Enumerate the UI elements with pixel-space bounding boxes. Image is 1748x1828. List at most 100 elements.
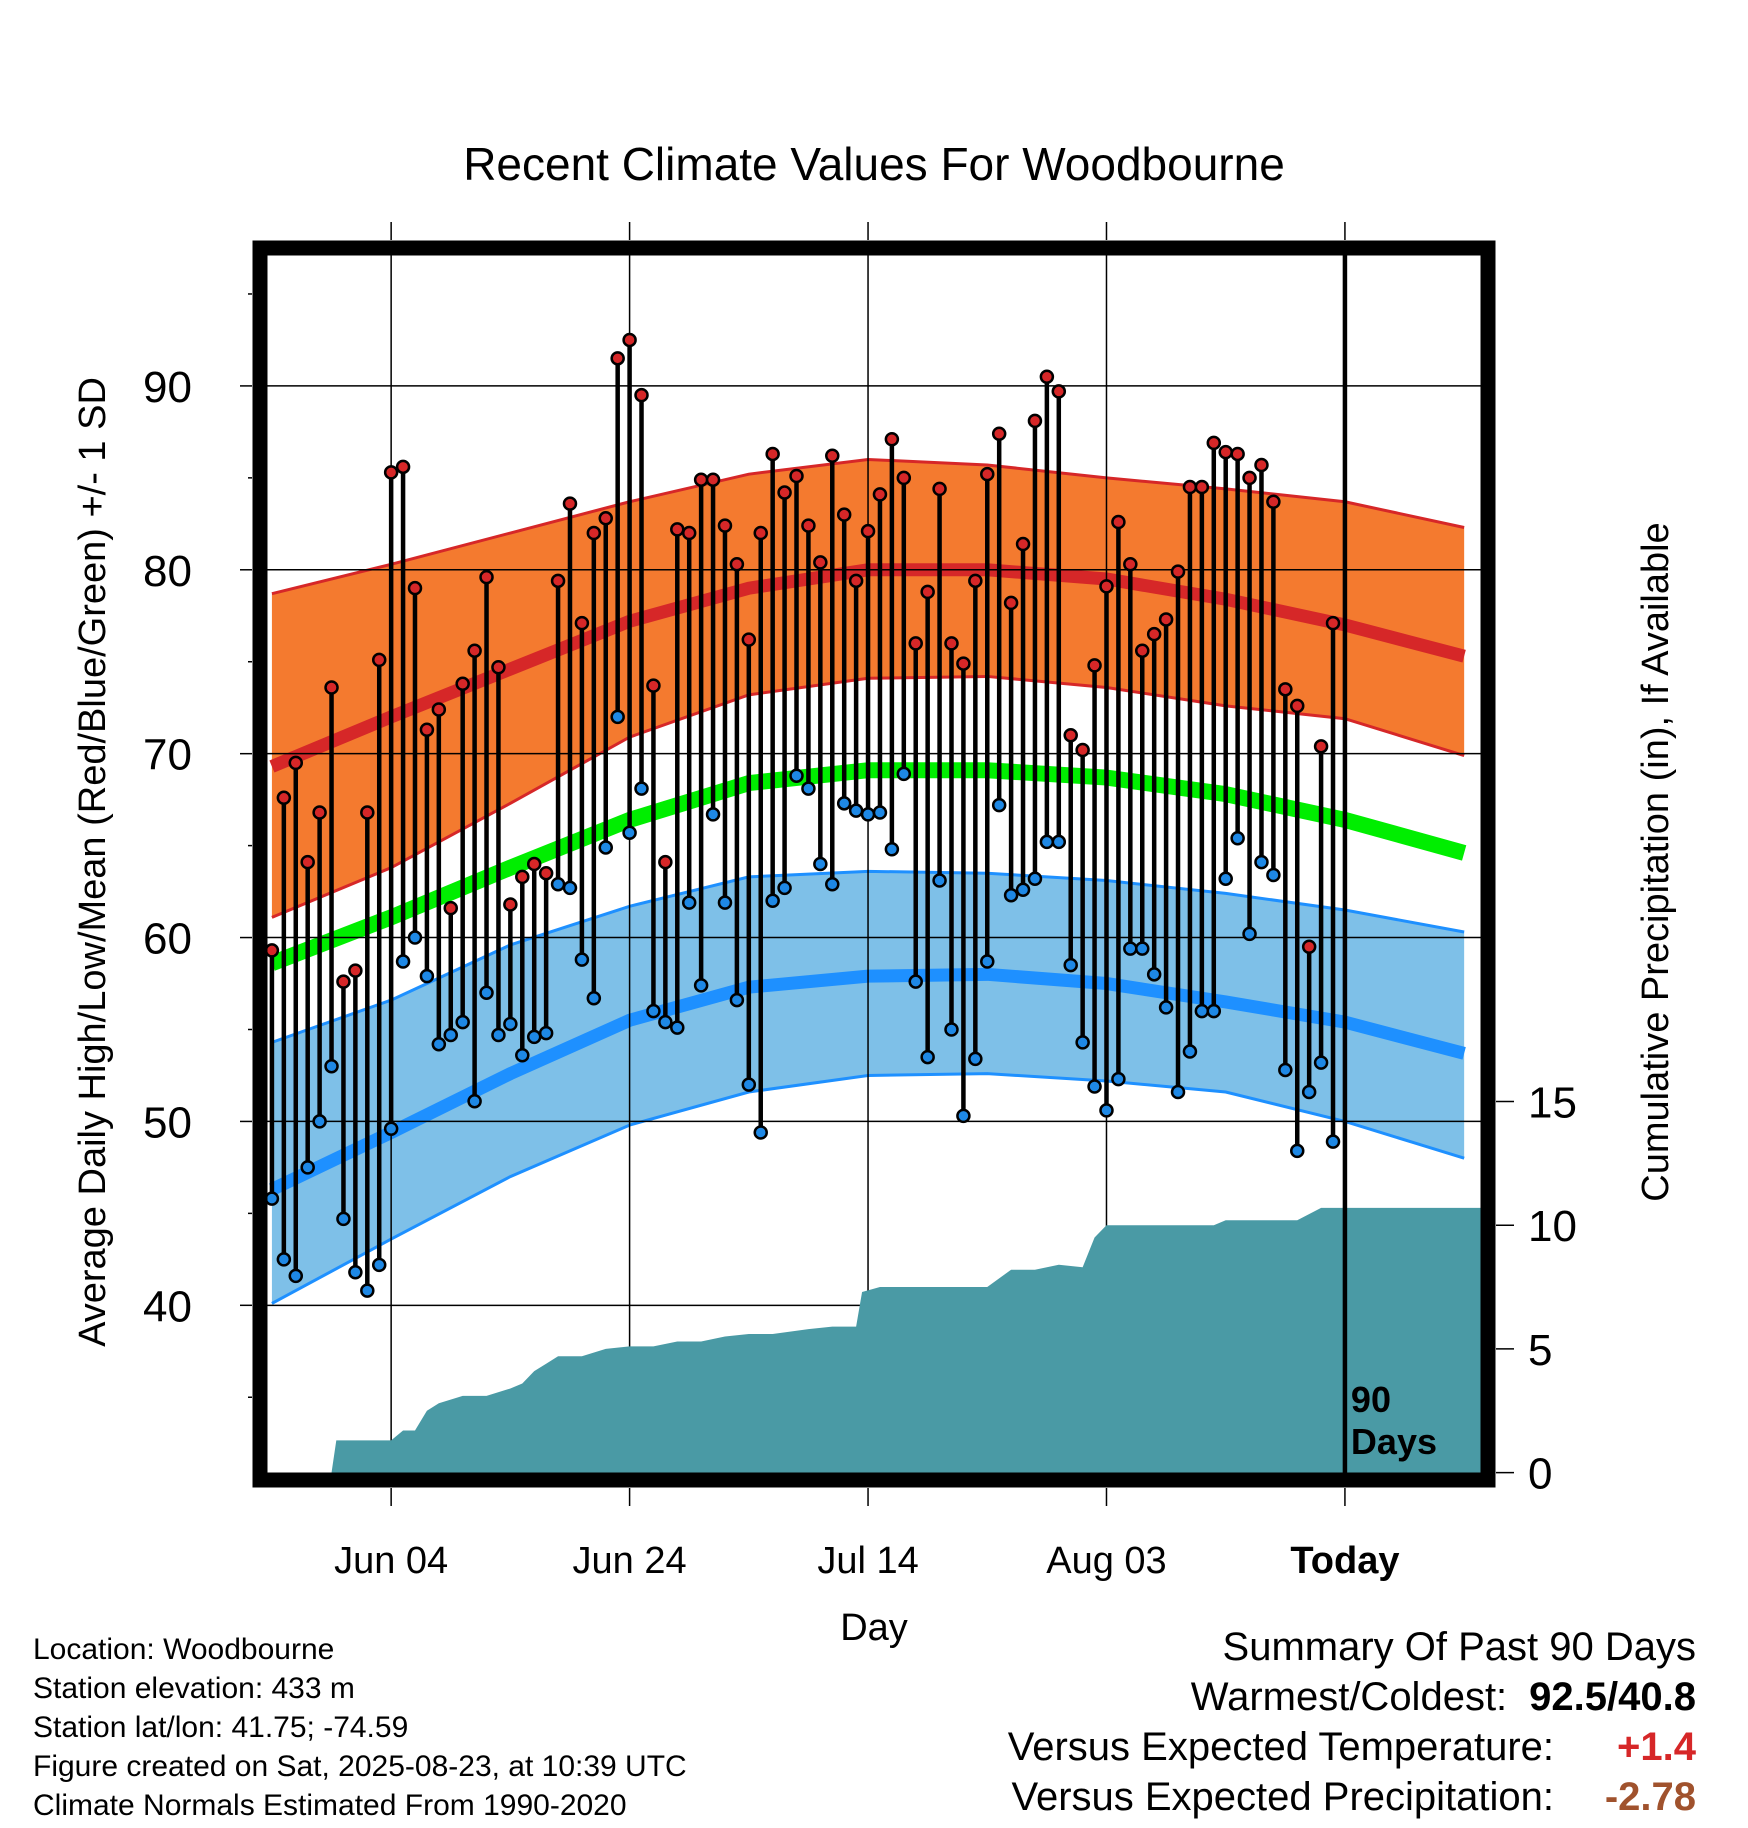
- daily-high-point: [956, 656, 971, 671]
- daily-high-point: [1170, 564, 1186, 579]
- daily-high-point: [550, 573, 566, 589]
- daily-high-point: [1099, 579, 1114, 594]
- daily-low-point: [1087, 1079, 1102, 1094]
- daily-low-point: [908, 974, 923, 989]
- figure-created: Figure created on Sat, 2025-08-23, at 10…: [33, 1750, 687, 1783]
- daily-low-point: [1301, 1084, 1317, 1100]
- daily-low-point: [371, 1257, 387, 1273]
- daily-low-point: [991, 797, 1007, 813]
- station-info: Location: Woodbourne Station elevation: …: [33, 1630, 687, 1825]
- daily-high-point: [789, 468, 804, 484]
- warm-cold-label: Warmest/Coldest:: [1190, 1675, 1508, 1719]
- daily-low-point: [1075, 1035, 1090, 1050]
- daily-low-point: [956, 1108, 971, 1124]
- daily-low-point: [276, 1252, 292, 1267]
- daily-low-point: [336, 1211, 351, 1227]
- daily-low-point: [1218, 871, 1233, 886]
- daily-low-point: [741, 1077, 757, 1092]
- daily-high-point: [896, 470, 912, 486]
- station-latlon: Station lat/lon: 41.75; -74.59: [33, 1711, 409, 1744]
- daily-high-point: [980, 466, 995, 482]
- daily-low-point: [1003, 888, 1019, 903]
- daily-high-point: [264, 943, 280, 958]
- daily-low-point: [1182, 1044, 1198, 1059]
- daily-low-point: [1230, 831, 1245, 846]
- daily-high-point: [1123, 557, 1138, 572]
- daily-high-point: [1039, 369, 1055, 384]
- daily-high-point: [455, 676, 470, 692]
- daily-low-point: [562, 880, 578, 896]
- daily-high-point: [610, 351, 625, 366]
- daily-low-point: [467, 1093, 482, 1109]
- precip-label: Versus Expected Precipitation:: [1011, 1775, 1554, 1819]
- daily-low-point: [586, 990, 602, 1006]
- daily-high-point: [777, 485, 792, 500]
- daily-low-point: [455, 1014, 470, 1030]
- daily-high-point: [1015, 536, 1031, 552]
- daily-low-point: [1313, 1055, 1329, 1070]
- daily-low-point: [1111, 1071, 1126, 1087]
- daily-low-point: [1015, 882, 1031, 897]
- daily-low-point: [419, 968, 435, 984]
- daily-high-point: [717, 518, 733, 533]
- x-tick-label: Jul 14: [817, 1540, 918, 1582]
- x-tick-label: Aug 03: [1046, 1540, 1166, 1582]
- daily-low-point: [944, 1022, 959, 1037]
- daily-high-point: [670, 522, 685, 537]
- daily-low-point: [574, 952, 590, 967]
- daily-high-point: [658, 854, 673, 870]
- daily-low-point: [1063, 957, 1078, 973]
- daily-high-point: [407, 580, 423, 596]
- precip-value: -2.78: [1604, 1775, 1696, 1819]
- daily-high-point: [1301, 939, 1317, 954]
- station-location: Location: Woodbourne: [33, 1633, 335, 1666]
- daily-high-point: [1230, 446, 1245, 462]
- y-tick-label: 40: [143, 1282, 192, 1331]
- daily-high-point: [1313, 739, 1329, 754]
- y-tick-label: 50: [143, 1098, 192, 1147]
- daily-high-point: [288, 755, 304, 771]
- daily-low-point: [598, 840, 613, 855]
- x-tick-label: Jun 24: [573, 1540, 687, 1582]
- daily-low-point: [753, 1125, 768, 1140]
- daily-high-point: [753, 525, 768, 541]
- daily-high-point: [1158, 612, 1174, 627]
- daily-high-point: [646, 678, 661, 693]
- daily-low-point: [360, 1283, 375, 1298]
- daily-low-point: [1278, 1062, 1293, 1078]
- daily-high-point: [1182, 479, 1198, 495]
- daily-high-point: [479, 569, 494, 585]
- daily-low-point: [395, 954, 411, 969]
- summary-title: Summary Of Past 90 Days: [1222, 1625, 1696, 1669]
- daily-high-point: [1254, 457, 1269, 473]
- daily-high-point: [1289, 698, 1305, 714]
- today-marker-label: 90: [1351, 1379, 1391, 1420]
- daily-high-point: [371, 652, 387, 668]
- daily-high-point: [598, 511, 613, 526]
- daily-high-point: [586, 525, 602, 541]
- daily-high-point: [395, 459, 411, 475]
- y-tick-label: 90: [143, 363, 192, 412]
- daily-low-point: [550, 876, 566, 892]
- daily-high-point: [1218, 444, 1233, 460]
- daily-low-point: [300, 1160, 315, 1175]
- daily-low-point: [1039, 834, 1055, 850]
- daily-high-point: [574, 615, 590, 631]
- daily-low-point: [1254, 854, 1269, 870]
- summary-temp: Versus Expected Temperature: +1.4: [1008, 1722, 1696, 1772]
- daily-high-point: [836, 507, 852, 522]
- station-elevation: Station elevation: 433 m: [33, 1672, 355, 1705]
- daily-high-point: [360, 805, 375, 820]
- y-tick-label: 60: [143, 915, 192, 964]
- daily-low-point: [491, 1027, 506, 1043]
- daily-low-point: [503, 1016, 518, 1032]
- warm-cold-value: 92.5/40.8: [1529, 1675, 1696, 1719]
- daily-high-point: [443, 900, 459, 916]
- climate-normals-note: Climate Normals Estimated From 1990-2020: [33, 1789, 627, 1822]
- y2-axis-label: Cumulative Precipitation (in), If Availa…: [1635, 522, 1677, 1201]
- y-tick-label: 70: [143, 731, 192, 780]
- daily-high-point: [634, 387, 649, 403]
- daily-low-point: [1242, 926, 1257, 942]
- daily-low-point: [789, 768, 804, 783]
- daily-high-point: [944, 636, 959, 651]
